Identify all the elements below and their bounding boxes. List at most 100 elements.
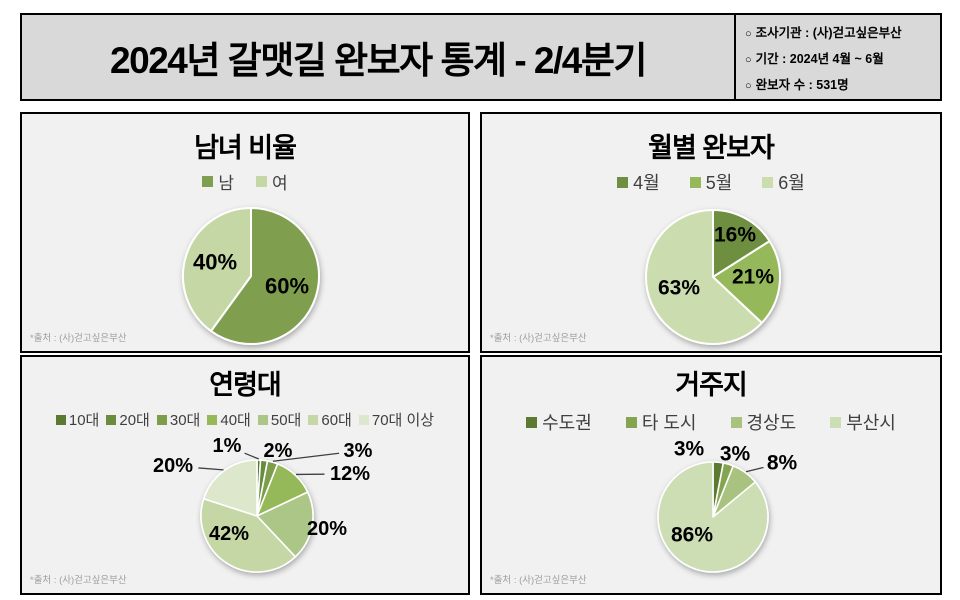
legend-item: 여 — [256, 169, 288, 194]
legend-item: 5월 — [689, 169, 733, 195]
pie-percent-label: 12% — [330, 463, 370, 485]
circle-bullet-icon: ○ — [745, 53, 752, 66]
legend-swatch-icon — [257, 414, 268, 425]
pie-percent-label: 16% — [714, 224, 756, 247]
pie-chart-gender: 60% 40% — [182, 207, 320, 345]
chart-panel-residence: 거주지 수도권 타 도시 경상도 부산시 3% 3% 8% 86% *출처 : (사)걷고싶… — [480, 355, 942, 595]
info-line-count: ○ 완보자 수 : 531명 — [745, 74, 940, 93]
chart-title: 남녀 비율 — [194, 133, 297, 163]
legend-swatch-icon — [689, 176, 701, 188]
pie-percent-label: 3% — [344, 440, 373, 462]
pie-percent-label: 2% — [264, 440, 293, 462]
legend-label: 30대 — [169, 412, 201, 429]
source-note: *출처 : (사)걷고싶은부산 — [490, 575, 587, 586]
legend-label: 4월 — [633, 173, 660, 193]
legend-swatch-icon — [55, 414, 66, 425]
label-leader-line — [745, 466, 764, 473]
pie-slice — [182, 207, 252, 333]
pie-percent-label: 20% — [307, 518, 347, 540]
pie-slice — [256, 491, 314, 558]
pie-percent-label: 3% — [674, 438, 705, 461]
label-leader-line — [198, 467, 224, 471]
pie-slice — [202, 459, 258, 517]
legend-item: 부산시 — [830, 409, 896, 435]
legend-label: 10대 — [68, 412, 100, 429]
legend-label: 6월 — [778, 173, 805, 193]
header-info-panel: ○ 조사기관 : (사)걷고싶은부산 ○ 기간 : 2024년 4월 ~ 6월 ○ 완… — [734, 15, 940, 99]
legend-label: 40대 — [220, 412, 251, 429]
pie-chart-monthly: 16% 21% 63% — [645, 209, 781, 345]
legend-item: 60대 — [308, 409, 352, 430]
pie-percent-label: 8% — [767, 452, 798, 475]
circle-bullet-icon: ○ — [745, 27, 752, 40]
source-note: *출처 : (사)걷고싶은부산 — [30, 333, 127, 344]
info-agency-text: 조사기관 : (사)걷고싶은부산 — [755, 25, 902, 40]
chart-legend: 4월 5월 6월 — [482, 169, 940, 195]
chart-title: 연령대 — [209, 370, 282, 400]
pie-percent-label: 42% — [209, 523, 249, 545]
pie-percent-label: 1% — [213, 435, 242, 457]
legend-item: 10대 — [55, 409, 100, 430]
pie-slice — [210, 207, 320, 345]
chart-title: 거주지 — [675, 370, 748, 400]
legend-swatch-icon — [156, 414, 167, 425]
circle-bullet-icon: ○ — [745, 79, 752, 92]
pie-chart-age: 1% 2% 3%12% 20% 42% 20% — [153, 435, 373, 573]
legend-item: 경상도 — [730, 409, 796, 435]
legend-item: 30대 — [156, 409, 201, 430]
source-note: *출처 : (사)걷고싶은부산 — [490, 333, 587, 344]
legend-label: 타 도시 — [641, 413, 697, 433]
info-count-text: 완보자 수 : 531명 — [755, 77, 849, 92]
pie-slice — [712, 240, 781, 324]
legend-label: 60대 — [321, 412, 352, 429]
pie-slice — [645, 209, 763, 345]
legend-swatch-icon — [308, 414, 319, 425]
legend-swatch-icon — [730, 416, 742, 428]
legend-item: 수도권 — [526, 409, 592, 435]
legend-swatch-icon — [202, 176, 214, 187]
legend-label: 여 — [272, 174, 288, 193]
legend-item: 50대 — [257, 409, 302, 430]
chart-legend: 수도권 타 도시 경상도 부산시 — [482, 409, 940, 435]
label-leader-line — [272, 452, 340, 462]
pie-chart-residence: 3% 3% 8% 86% — [657, 438, 798, 573]
legend-swatch-icon — [625, 416, 637, 428]
source-note: *출처 : (사)걷고싶은부산 — [30, 575, 127, 586]
chart-title: 월별 완보자 — [648, 133, 775, 163]
legend-label: 5월 — [705, 173, 733, 193]
pie-percent-label: 60% — [265, 274, 309, 299]
pie-slice — [200, 497, 297, 573]
legend-swatch-icon — [526, 416, 538, 428]
info-period-text: 기간 : 2024년 4월 ~ 6월 — [755, 51, 884, 66]
legend-item: 20대 — [106, 409, 150, 430]
pie-percent-label: 86% — [671, 524, 713, 547]
legend-label: 20대 — [119, 412, 150, 429]
page-title: 2024년 갈맷길 완보자 통계 - 2/4분기 — [110, 40, 647, 81]
legend-swatch-icon — [358, 414, 369, 425]
chart-panel-age-group: 연령대 10대 20대 30대 40대 50대 60대 70대 이상 1% 2% 3% 12% 20… — [20, 355, 470, 595]
legend-label: 70대 이상 — [371, 412, 435, 429]
pie-slice — [657, 461, 769, 573]
legend-swatch-icon — [207, 414, 218, 425]
header: 2024년 갈맷길 완보자 통계 - 2/4분기 ○ 조사기관 : (사)걷고싶은… — [20, 13, 942, 101]
pie-percent-label: 63% — [658, 277, 700, 300]
legend-swatch-icon — [762, 176, 774, 188]
legend-label: 남 — [218, 174, 234, 193]
legend-item: 남 — [202, 169, 234, 194]
legend-item: 70대 이상 — [358, 409, 435, 430]
legend-item: 타 도시 — [625, 409, 697, 435]
label-leader-line — [244, 452, 260, 460]
legend-item: 6월 — [762, 169, 805, 195]
legend-label: 50대 — [270, 412, 302, 429]
legend-label: 수도권 — [542, 413, 592, 433]
legend-item: 40대 — [207, 409, 251, 430]
pie-percent-label: 20% — [153, 455, 193, 477]
legend-swatch-icon — [106, 414, 117, 425]
legend-swatch-icon — [830, 416, 842, 428]
legend-item: 4월 — [617, 169, 660, 195]
legend-swatch-icon — [256, 176, 267, 187]
